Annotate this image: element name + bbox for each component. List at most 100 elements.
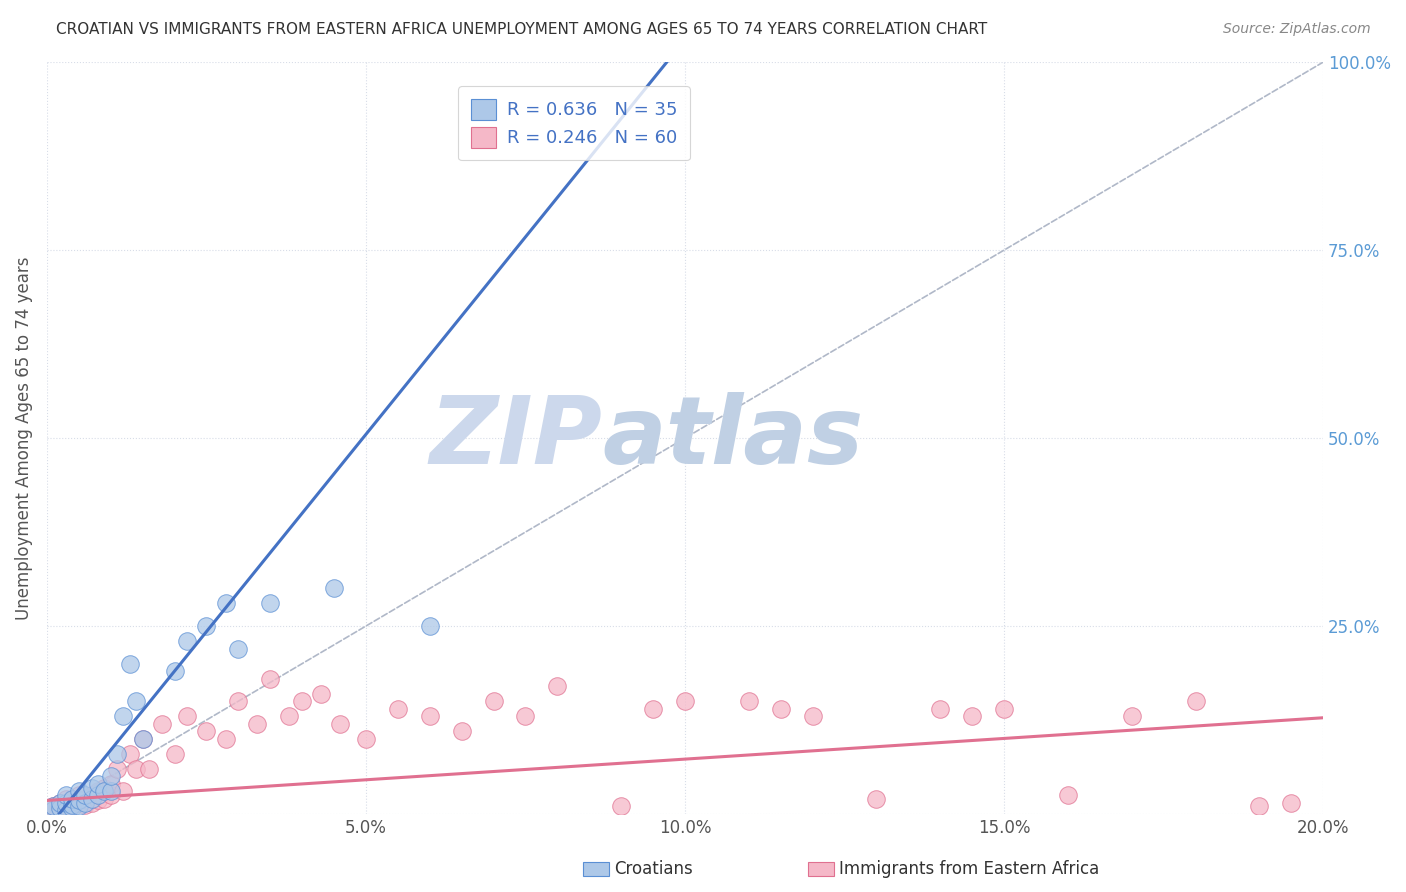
Point	[42, 803, 65, 817]
Point	[291, 694, 314, 708]
Point	[993, 702, 1015, 716]
Point	[131, 731, 153, 746]
Point	[112, 709, 135, 723]
Point	[163, 747, 186, 761]
Point	[55, 796, 77, 810]
Point	[738, 694, 761, 708]
Point	[125, 762, 148, 776]
Point	[112, 784, 135, 798]
Point	[450, 724, 472, 739]
Point	[125, 694, 148, 708]
Point	[482, 694, 505, 708]
Point	[1057, 788, 1080, 802]
Point	[259, 672, 281, 686]
Point	[100, 788, 122, 802]
Point	[62, 797, 84, 812]
Point	[801, 709, 824, 723]
Point	[87, 784, 110, 798]
Point	[48, 796, 70, 810]
Point	[610, 799, 633, 814]
Point	[131, 731, 153, 746]
Point	[163, 664, 186, 678]
Point	[354, 731, 377, 746]
Point	[546, 679, 568, 693]
Text: atlas: atlas	[602, 392, 863, 484]
Point	[259, 597, 281, 611]
Point	[62, 801, 84, 815]
Point	[673, 694, 696, 708]
Point	[100, 784, 122, 798]
Point	[87, 777, 110, 791]
Point	[929, 702, 952, 716]
Point	[329, 716, 352, 731]
Point	[214, 597, 236, 611]
Point	[42, 803, 65, 817]
Point	[75, 796, 97, 810]
Point	[55, 788, 77, 802]
Point	[62, 792, 84, 806]
Point	[75, 797, 97, 812]
Point	[62, 793, 84, 807]
Point	[769, 702, 792, 716]
Point	[80, 792, 103, 806]
Point	[419, 709, 441, 723]
Text: Immigrants from Eastern Africa: Immigrants from Eastern Africa	[839, 860, 1099, 878]
Point	[419, 619, 441, 633]
Point	[67, 784, 90, 798]
Point	[214, 731, 236, 746]
Point	[960, 709, 983, 723]
Point	[176, 709, 198, 723]
Point	[87, 788, 110, 802]
Point	[48, 801, 70, 815]
Point	[42, 799, 65, 814]
Point	[1121, 709, 1143, 723]
Point	[42, 799, 65, 814]
Point	[278, 709, 301, 723]
Point	[75, 788, 97, 802]
Point	[55, 803, 77, 817]
Point	[67, 796, 90, 810]
Point	[228, 694, 250, 708]
Point	[1184, 694, 1206, 708]
Text: Croatians: Croatians	[614, 860, 693, 878]
Point	[93, 784, 115, 798]
Point	[100, 769, 122, 783]
Point	[55, 799, 77, 814]
Point	[62, 799, 84, 814]
Point	[118, 657, 141, 671]
Point	[75, 792, 97, 806]
Point	[1249, 799, 1271, 814]
Point	[118, 747, 141, 761]
Point	[228, 641, 250, 656]
Point	[48, 801, 70, 815]
Y-axis label: Unemployment Among Ages 65 to 74 years: Unemployment Among Ages 65 to 74 years	[15, 256, 32, 620]
Point	[80, 796, 103, 810]
Point	[323, 582, 346, 596]
Point	[80, 780, 103, 795]
Point	[387, 702, 409, 716]
Point	[67, 793, 90, 807]
Legend: R = 0.636   N = 35, R = 0.246   N = 60: R = 0.636 N = 35, R = 0.246 N = 60	[458, 87, 690, 161]
Point	[93, 780, 115, 795]
Point	[865, 792, 887, 806]
Point	[515, 709, 537, 723]
Point	[87, 793, 110, 807]
Text: Source: ZipAtlas.com: Source: ZipAtlas.com	[1223, 22, 1371, 37]
Text: CROATIAN VS IMMIGRANTS FROM EASTERN AFRICA UNEMPLOYMENT AMONG AGES 65 TO 74 YEAR: CROATIAN VS IMMIGRANTS FROM EASTERN AFRI…	[56, 22, 987, 37]
Point	[67, 799, 90, 814]
Point	[176, 634, 198, 648]
Point	[100, 777, 122, 791]
Point	[311, 687, 333, 701]
Point	[80, 788, 103, 802]
Point	[48, 796, 70, 810]
Point	[150, 716, 173, 731]
Point	[1279, 796, 1302, 810]
Point	[105, 747, 128, 761]
Point	[67, 788, 90, 802]
Text: ZIP: ZIP	[429, 392, 602, 484]
Point	[93, 792, 115, 806]
Point	[138, 762, 160, 776]
Point	[195, 619, 218, 633]
Point	[246, 716, 269, 731]
Point	[643, 702, 665, 716]
